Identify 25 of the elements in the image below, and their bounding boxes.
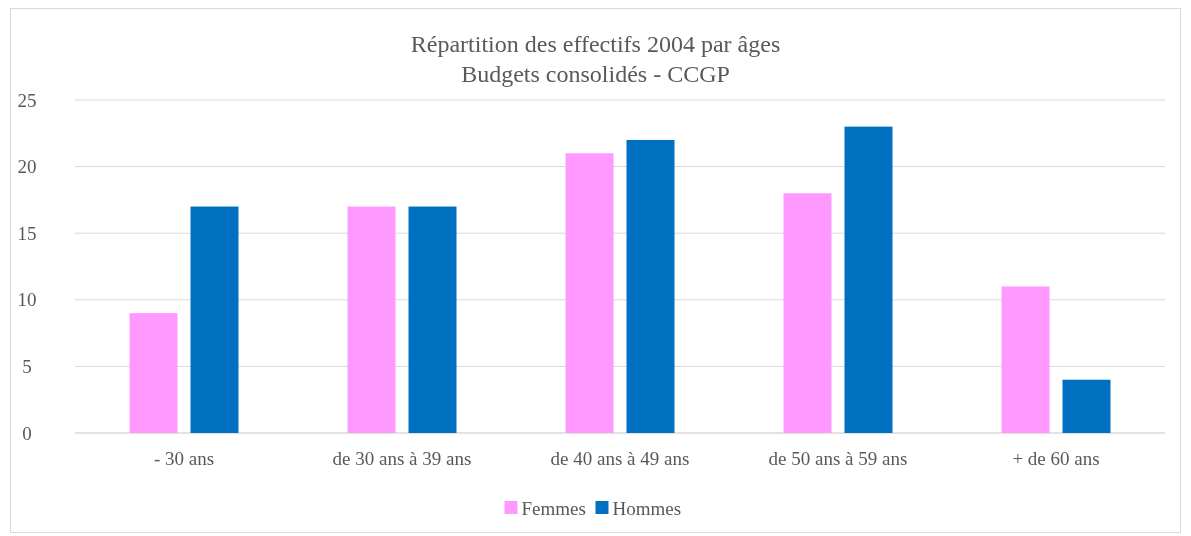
bar	[1001, 286, 1050, 433]
y-tick-label: 20	[17, 156, 37, 178]
y-tick-label: 25	[17, 89, 37, 111]
bar	[844, 126, 893, 433]
bar	[129, 313, 178, 433]
x-tick-label: + de 60 ans	[1012, 448, 1100, 469]
y-tick-label: 0	[22, 422, 32, 444]
y-tick-label: 5	[22, 356, 32, 378]
legend-label: Femmes	[521, 497, 586, 519]
bar	[408, 206, 457, 433]
bar	[347, 206, 396, 433]
chart-title: Répartition des effectifs 2004 par âges	[410, 31, 781, 57]
bar	[783, 193, 832, 433]
bar	[565, 153, 614, 433]
bar	[190, 206, 239, 433]
y-tick-label: 15	[17, 222, 37, 244]
y-tick-label: 10	[17, 289, 37, 311]
legend-label: Hommes	[612, 497, 682, 519]
x-tick-label: - 30 ans	[153, 448, 215, 469]
bar	[626, 139, 675, 433]
x-tick-label: de 30 ans à 39 ans	[332, 448, 472, 469]
bar	[1062, 379, 1111, 433]
x-tick-label: de 40 ans à 49 ans	[550, 448, 690, 469]
chart-subtitle: Budgets consolidés - CCGP	[461, 61, 730, 87]
x-tick-label: de 50 ans à 59 ans	[768, 448, 908, 469]
